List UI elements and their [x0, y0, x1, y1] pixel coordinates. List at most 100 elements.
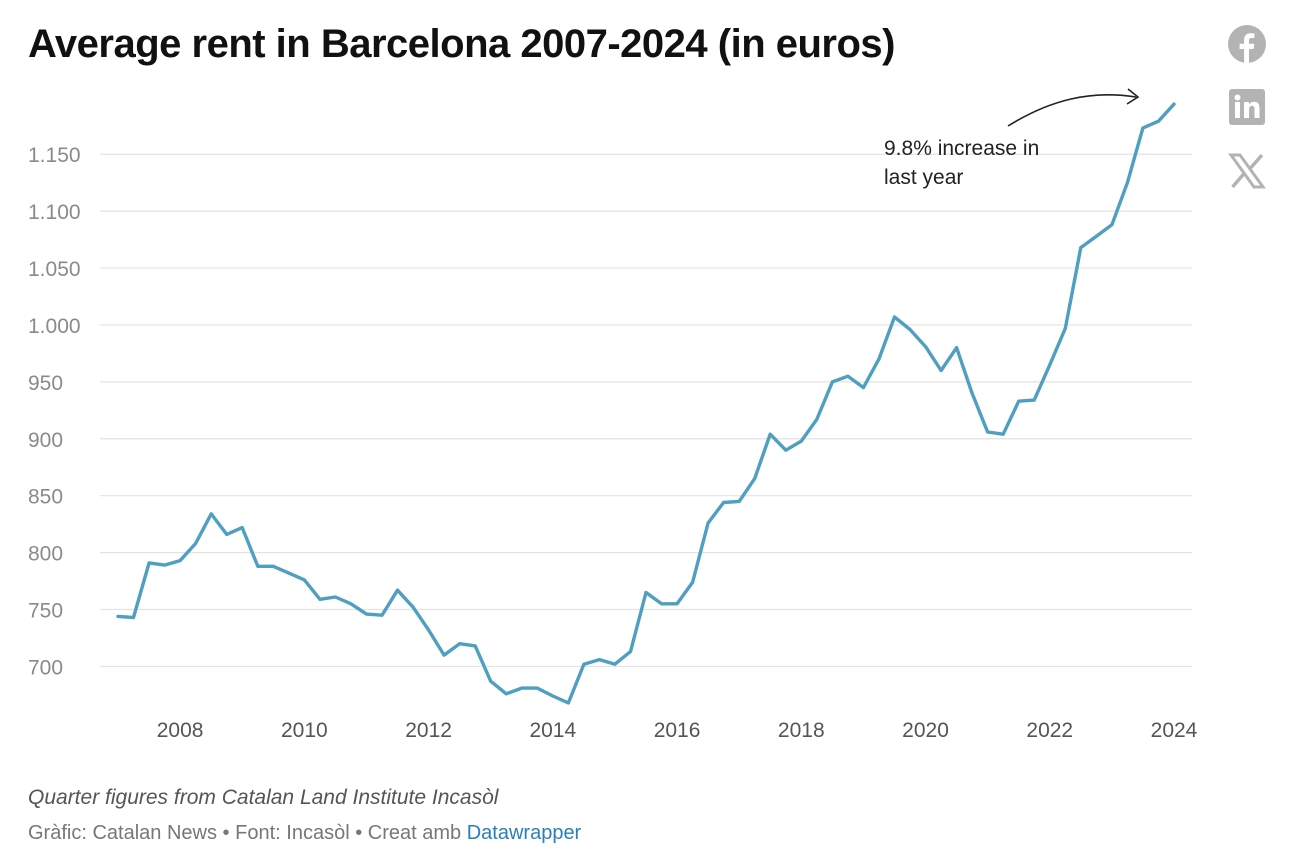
x-tick-label: 2022: [1026, 719, 1073, 742]
data-point: [504, 692, 508, 696]
data-point: [380, 613, 384, 617]
footer-separator-2: •: [355, 822, 363, 844]
data-point: [225, 532, 229, 536]
data-point: [613, 662, 617, 666]
data-point: [1063, 326, 1067, 330]
data-point: [815, 417, 819, 421]
footer-font-value: Incasòl: [286, 822, 350, 844]
x-tick-label: 2008: [157, 719, 204, 742]
data-point: [737, 499, 741, 503]
data-point: [1110, 223, 1114, 227]
x-tick-label: 2016: [654, 719, 701, 742]
y-tick-label: 1.150: [28, 144, 81, 167]
data-point: [458, 642, 462, 646]
data-point: [1141, 126, 1145, 130]
annotation-arrow: [1007, 94, 1137, 127]
y-tick-label: 1.050: [28, 258, 81, 281]
linkedin-icon[interactable]: [1228, 88, 1266, 126]
data-point: [147, 561, 151, 565]
data-point: [489, 679, 493, 683]
y-tick-label: 950: [28, 372, 63, 395]
data-point: [163, 563, 167, 567]
footer-separator-1: •: [222, 822, 230, 844]
data-point: [240, 526, 244, 530]
data-point: [473, 644, 477, 648]
data-point: [302, 578, 306, 582]
x-tick-label: 2018: [778, 719, 825, 742]
data-point: [830, 380, 834, 384]
data-point: [411, 605, 415, 609]
y-tick-label: 850: [28, 486, 63, 509]
x-tick-label: 2010: [281, 719, 328, 742]
x-tick-label: 2020: [902, 719, 949, 742]
x-icon[interactable]: [1228, 152, 1266, 190]
y-tick-label: 1.000: [28, 315, 81, 338]
rent-series-line: [116, 102, 1176, 705]
data-point: [365, 612, 368, 616]
annotation-line-1: 9.8% increase in: [884, 137, 1039, 160]
datawrapper-link[interactable]: Datawrapper: [466, 822, 582, 844]
y-tick-label: 900: [28, 429, 63, 452]
data-point: [955, 346, 959, 350]
data-point: [116, 614, 120, 618]
annotation-arrowhead: [1126, 88, 1140, 105]
data-point: [799, 439, 803, 443]
data-point: [1094, 234, 1098, 238]
data-point: [132, 616, 135, 619]
data-point: [1048, 363, 1052, 367]
chart-notes: Quarter figures from Catalan Land Instit…: [28, 786, 499, 809]
data-point: [271, 564, 275, 568]
chart-title: Average rent in Barcelona 2007-2024 (in …: [28, 22, 896, 66]
data-point: [551, 694, 555, 698]
data-point: [644, 591, 648, 594]
data-point: [1172, 102, 1176, 106]
data-point: [582, 662, 586, 666]
x-tick-label: 2014: [529, 719, 576, 742]
data-point: [924, 345, 927, 349]
data-point: [427, 628, 431, 632]
chart-footer: Gràfic: Catalan News • Font: Incasòl • C…: [28, 822, 581, 845]
data-point: [256, 564, 260, 568]
data-point: [970, 391, 974, 395]
data-point: [1157, 119, 1160, 123]
footer-grafic-value: Catalan News: [92, 822, 217, 844]
data-point: [194, 542, 198, 545]
data-point: [675, 602, 679, 606]
x-tick-label: 2024: [1151, 719, 1198, 742]
data-point: [287, 571, 291, 575]
footer-grafic-label: Gràfic:: [28, 822, 87, 844]
data-point: [768, 432, 772, 436]
y-tick-label: 1.100: [28, 201, 81, 224]
data-point: [753, 477, 757, 481]
data-point: [706, 521, 710, 525]
data-point: [861, 386, 865, 390]
data-point: [333, 595, 337, 599]
y-tick-label: 700: [28, 656, 63, 679]
data-point: [722, 501, 726, 504]
data-point: [178, 559, 182, 563]
facebook-icon[interactable]: [1228, 25, 1266, 63]
data-point: [520, 686, 524, 690]
data-point: [566, 701, 570, 705]
data-point: [877, 357, 881, 361]
data-point: [442, 653, 446, 657]
data-point: [535, 686, 539, 690]
data-point: [209, 512, 213, 516]
data-point: [784, 448, 788, 452]
data-point: [846, 374, 850, 378]
data-point: [691, 580, 695, 584]
data-point: [1017, 399, 1021, 403]
y-tick-label: 750: [28, 600, 63, 623]
y-tick-label: 800: [28, 543, 63, 566]
data-point: [349, 602, 353, 606]
data-point: [318, 597, 322, 601]
footer-creat-label: Creat amb: [367, 822, 462, 844]
data-point: [908, 328, 912, 331]
data-point: [660, 602, 663, 606]
data-point: [893, 315, 896, 319]
data-point: [1001, 432, 1005, 436]
data-point: [939, 369, 943, 372]
annotation-line-2: last year: [884, 166, 963, 189]
x-tick-label: 2012: [405, 719, 452, 742]
